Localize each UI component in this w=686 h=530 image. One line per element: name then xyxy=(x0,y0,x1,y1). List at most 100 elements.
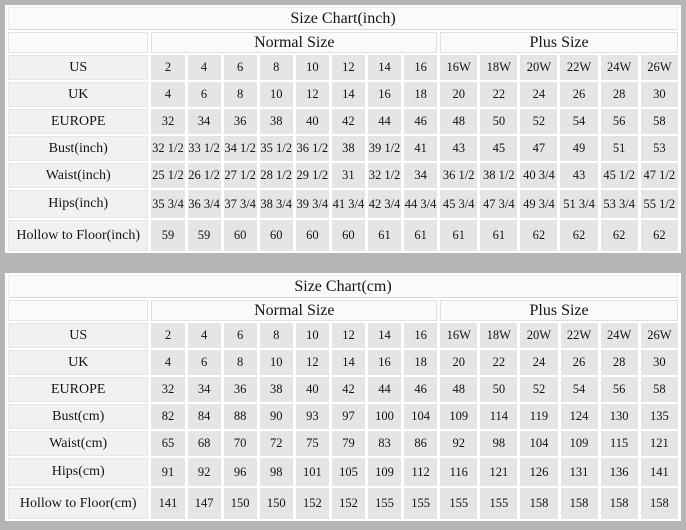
size-cell: 14 xyxy=(367,55,402,80)
size-cell: 51 3/4 xyxy=(560,190,598,218)
size-cell: 38 xyxy=(259,109,293,134)
table-body: US 2 4 6 8 10 12 14 16 16W 18W 20W 22W 24W 26W UK 4 6 8 10 1… xyxy=(8,55,678,251)
title-row: Size Chart(cm) xyxy=(8,275,678,298)
size-cell: 150 xyxy=(259,488,293,519)
size-cell: 27 1/2 xyxy=(223,163,257,188)
size-cell: 43 xyxy=(440,136,478,161)
row-label: Bust(inch) xyxy=(8,136,149,161)
size-cell: 20 xyxy=(440,350,478,375)
size-cell: 20W xyxy=(520,323,558,348)
size-cell: 50 xyxy=(480,109,518,134)
size-cell: 59 xyxy=(187,220,221,251)
size-cell: 14 xyxy=(331,350,365,375)
size-cell: 36 1/2 xyxy=(295,136,329,161)
table-row: US 2 4 6 8 10 12 14 16 16W 18W 20W 22W 24W 26W xyxy=(8,323,678,348)
size-cell: 53 xyxy=(640,136,678,161)
column-group-plus-size: Plus Size xyxy=(440,300,678,321)
size-cell: 88 xyxy=(223,404,257,429)
size-cell: 46 xyxy=(404,377,438,402)
column-group-normal-size: Normal Size xyxy=(151,32,438,53)
size-cell: 33 1/2 xyxy=(187,136,221,161)
size-cell: 39 1/2 xyxy=(367,136,402,161)
size-cell: 16 xyxy=(367,350,402,375)
size-cell: 26 1/2 xyxy=(187,163,221,188)
size-cell: 10 xyxy=(259,350,293,375)
size-cell: 109 xyxy=(560,431,598,456)
row-label: Hips(inch) xyxy=(8,190,149,218)
size-cell: 36 3/4 xyxy=(187,190,221,218)
table-body: US 2 4 6 8 10 12 14 16 16W 18W 20W 22W 24W 26W UK 4 6 8 10 1… xyxy=(8,323,678,519)
size-cell: 155 xyxy=(440,488,478,519)
size-cell: 26W xyxy=(640,323,678,348)
size-cell: 45 xyxy=(480,136,518,161)
size-cell: 47 xyxy=(520,136,558,161)
size-chart-inch-table: Size Chart(inch) Normal Size Plus Size US… xyxy=(5,5,681,253)
size-cell: 51 xyxy=(600,136,638,161)
size-cell: 29 1/2 xyxy=(295,163,329,188)
size-cell: 114 xyxy=(480,404,518,429)
size-cell: 42 xyxy=(331,377,365,402)
size-cell: 30 xyxy=(640,350,678,375)
size-cell: 32 xyxy=(151,109,185,134)
size-cell: 147 xyxy=(187,488,221,519)
size-cell: 32 xyxy=(151,377,185,402)
size-cell: 25 1/2 xyxy=(151,163,185,188)
size-cell: 62 xyxy=(560,220,598,251)
size-cell: 115 xyxy=(600,431,638,456)
size-cell: 38 3/4 xyxy=(259,190,293,218)
size-cell: 126 xyxy=(520,458,558,486)
size-cell: 53 3/4 xyxy=(600,190,638,218)
size-cell: 48 xyxy=(440,109,478,134)
size-cell: 152 xyxy=(295,488,329,519)
size-cell: 16W xyxy=(440,323,478,348)
size-cell: 32 1/2 xyxy=(151,136,185,161)
table-title: Size Chart(inch) xyxy=(8,7,678,30)
size-cell: 82 xyxy=(151,404,185,429)
size-cell: 39 3/4 xyxy=(295,190,329,218)
row-label: Hollow to Floor(inch) xyxy=(8,220,149,251)
size-cell: 150 xyxy=(223,488,257,519)
size-cell: 90 xyxy=(259,404,293,429)
table-row: EUROPE 32 34 36 38 40 42 44 46 48 50 52 54 56 58 xyxy=(8,377,678,402)
size-cell: 6 xyxy=(223,55,257,80)
size-cell: 46 xyxy=(404,109,438,134)
row-label: Waist(inch) xyxy=(8,163,149,188)
size-cell: 70 xyxy=(223,431,257,456)
size-cell: 34 xyxy=(404,163,438,188)
size-cell: 62 xyxy=(600,220,638,251)
size-cell: 26W xyxy=(640,55,678,80)
size-cell: 40 xyxy=(295,109,329,134)
size-cell: 45 1/2 xyxy=(600,163,638,188)
table-row: Hollow to Floor(inch) 59 59 60 60 60 60 61 61 61 6… xyxy=(8,220,678,251)
size-cell: 141 xyxy=(640,458,678,486)
size-cell: 61 xyxy=(440,220,478,251)
table-row: Hips(inch) 35 3/4 36 3/4 37 3/4 38 3/4 39 3/4… xyxy=(8,190,678,218)
size-cell: 35 1/2 xyxy=(259,136,293,161)
size-cell: 83 xyxy=(367,431,402,456)
group-header-row: Normal Size Plus Size xyxy=(8,300,678,321)
size-cell: 44 xyxy=(367,109,402,134)
size-cell: 24W xyxy=(600,323,638,348)
size-cell: 36 1/2 xyxy=(440,163,478,188)
size-cell: 16W xyxy=(440,55,478,80)
size-cell: 116 xyxy=(440,458,478,486)
size-cell: 49 xyxy=(560,136,598,161)
size-cell: 24 xyxy=(520,350,558,375)
size-cell: 37 3/4 xyxy=(223,190,257,218)
size-cell: 104 xyxy=(404,404,438,429)
size-cell: 141 xyxy=(151,488,185,519)
size-cell: 34 1/2 xyxy=(223,136,257,161)
size-cell: 4 xyxy=(151,350,185,375)
size-cell: 43 xyxy=(560,163,598,188)
size-cell: 44 xyxy=(367,377,402,402)
size-cell: 68 xyxy=(187,431,221,456)
size-chart-cm-table: Size Chart(cm) Normal Size Plus Size US 2 4… xyxy=(5,273,681,521)
size-cell: 18W xyxy=(480,323,518,348)
size-cell: 60 xyxy=(295,220,329,251)
size-cell: 38 xyxy=(331,136,365,161)
size-cell: 56 xyxy=(600,109,638,134)
corner-cell xyxy=(8,300,149,321)
size-cell: 47 1/2 xyxy=(640,163,678,188)
column-group-plus-size: Plus Size xyxy=(440,32,678,53)
table-row: Hollow to Floor(cm) 141 147 150 150 152 152 155… xyxy=(8,488,678,519)
